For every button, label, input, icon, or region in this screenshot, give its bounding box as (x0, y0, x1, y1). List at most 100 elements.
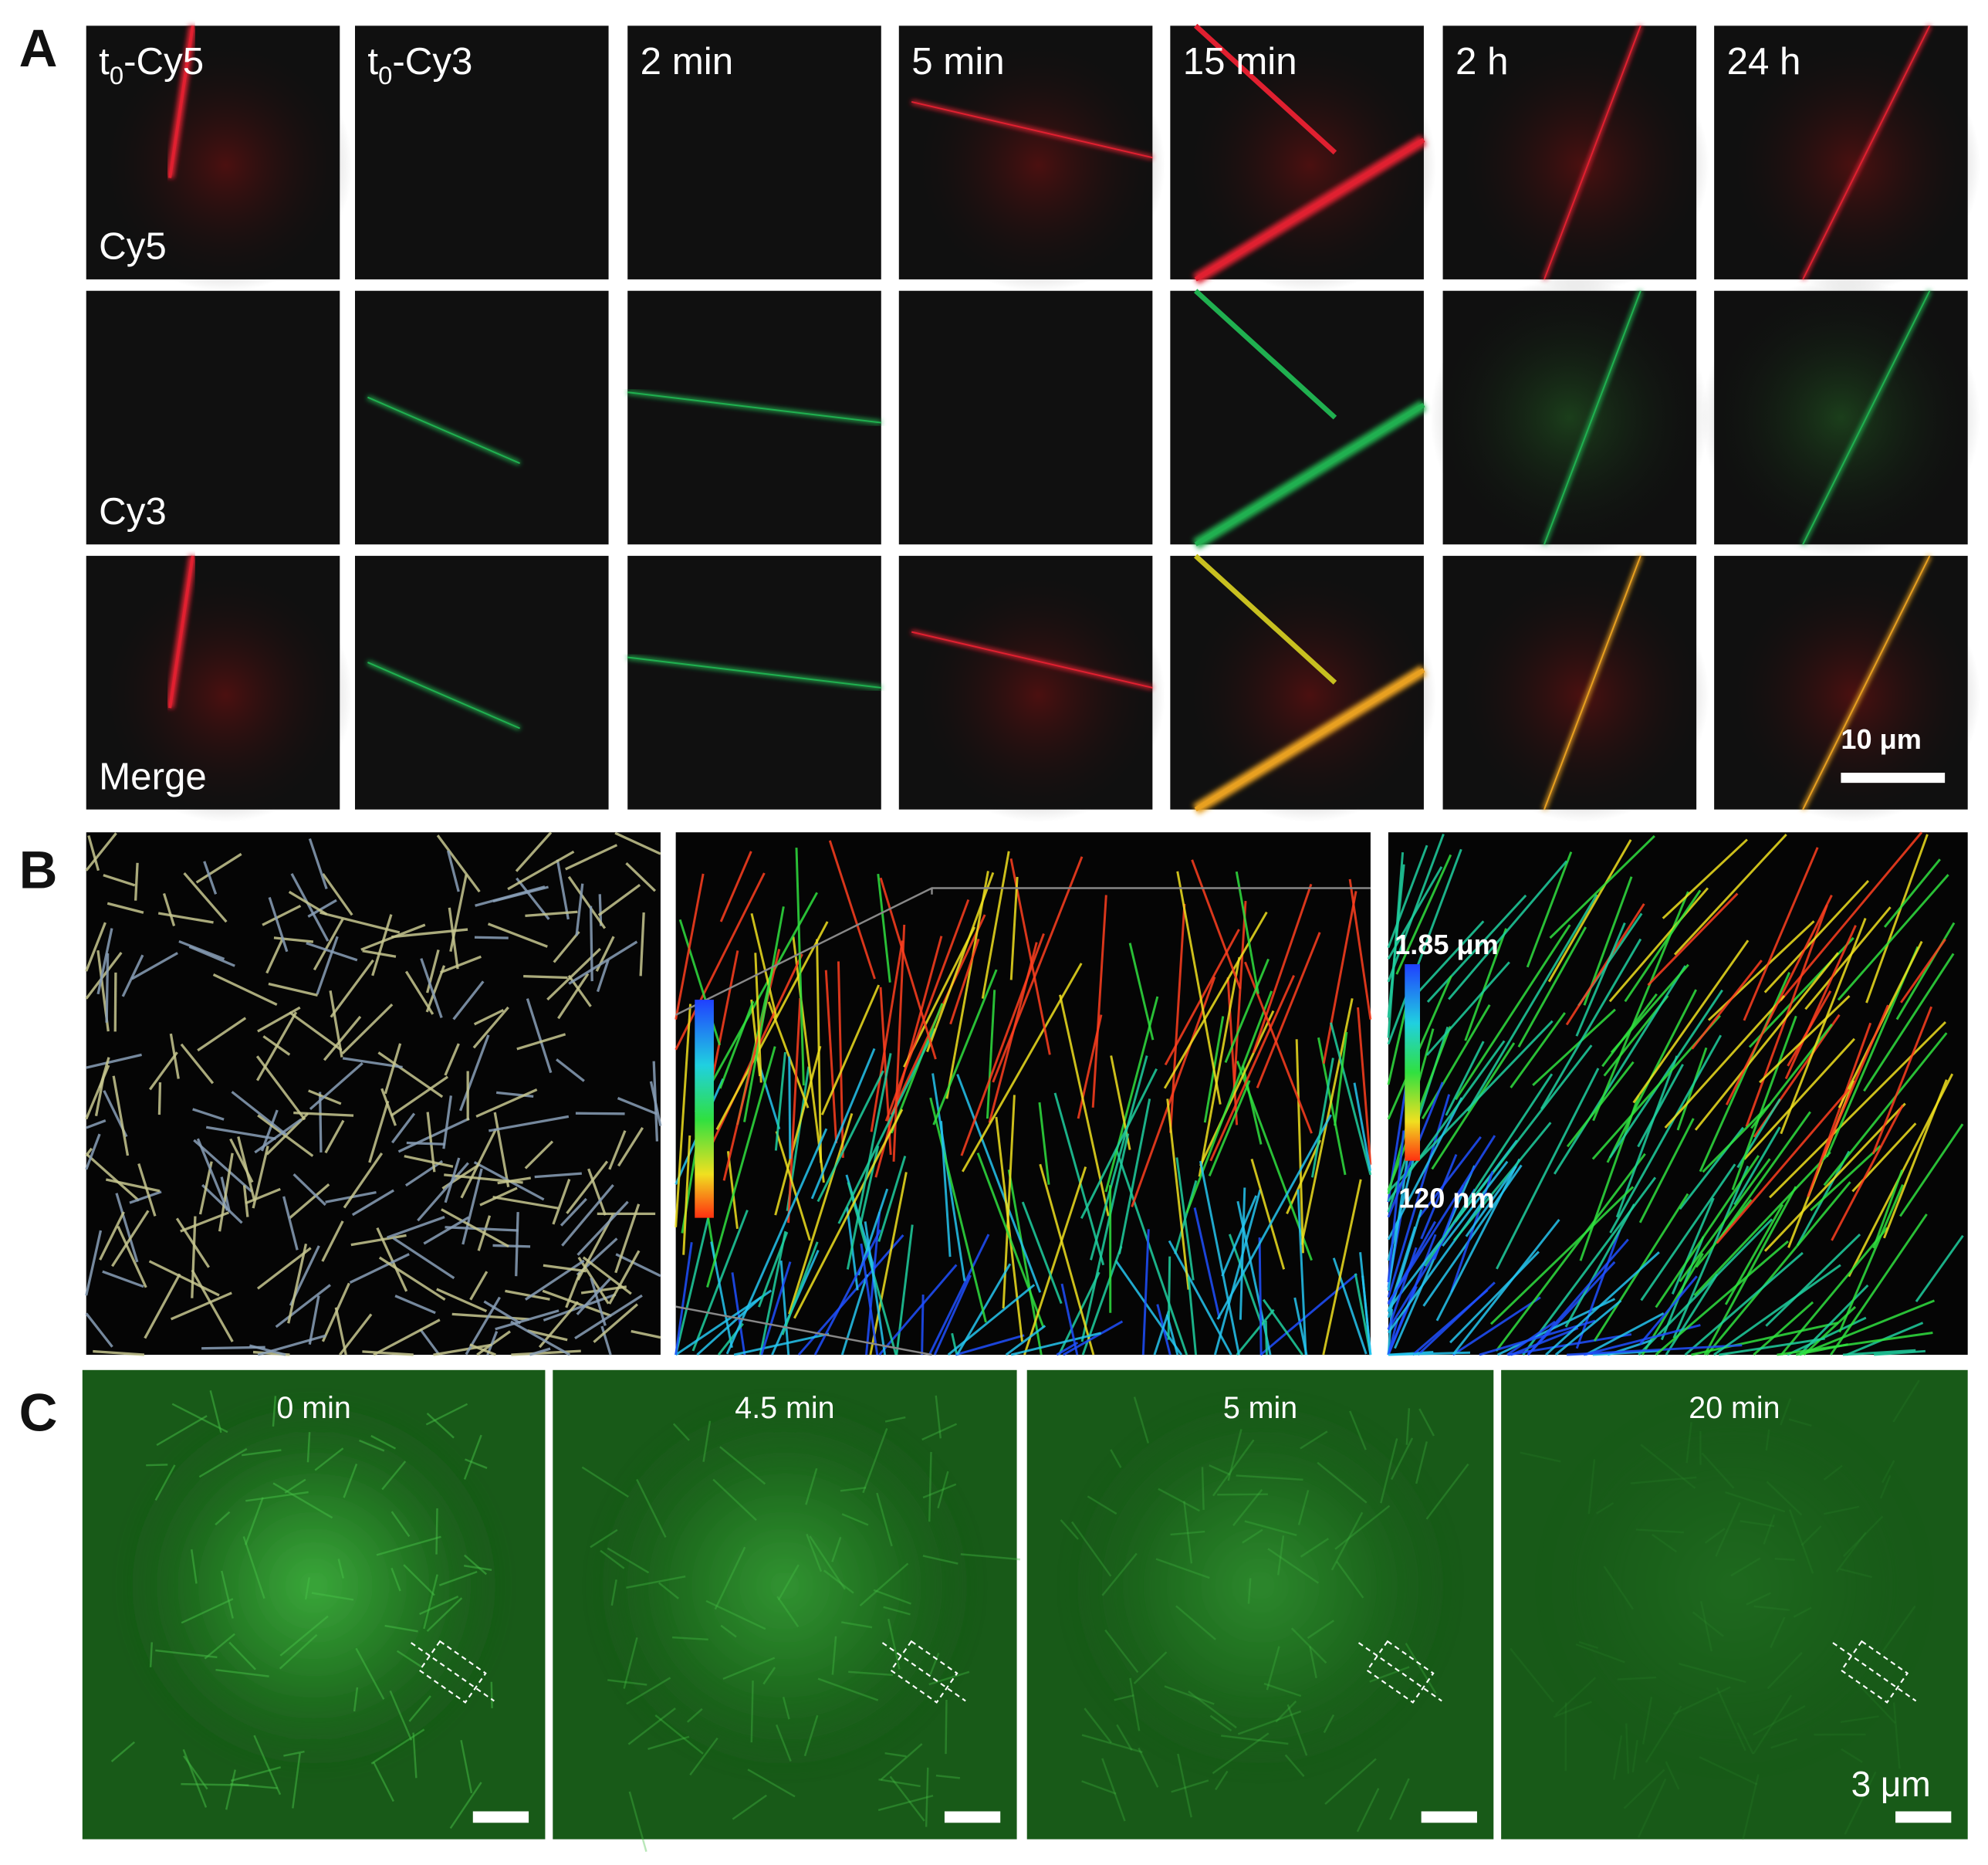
filament (313, 918, 344, 971)
scale-bar (1895, 1811, 1952, 1823)
filament (837, 1028, 936, 1224)
filament (960, 1553, 1020, 1561)
filament (1691, 1322, 1839, 1356)
filament (1023, 1166, 1087, 1356)
filament (1009, 876, 1019, 980)
filament (473, 1008, 505, 1026)
filament (516, 1033, 566, 1051)
filament (726, 1151, 739, 1230)
filament (162, 892, 176, 926)
filament (928, 1234, 990, 1356)
filament (1228, 1234, 1263, 1325)
filament (793, 1109, 904, 1319)
filament (797, 1234, 904, 1356)
filament (1685, 1422, 1692, 1464)
filament (1766, 1481, 1803, 1516)
filament (99, 1211, 125, 1261)
filament (1900, 938, 1946, 1004)
filament (1114, 1260, 1183, 1356)
filament (600, 1549, 625, 1569)
filament (433, 1343, 492, 1356)
filament (1725, 1491, 1786, 1513)
filament (1387, 866, 1443, 960)
colorbar (695, 1000, 714, 1218)
filament (674, 1004, 691, 1227)
filament (394, 1295, 436, 1315)
filament (1175, 1157, 1195, 1281)
filament (370, 1434, 397, 1450)
filament (647, 1735, 690, 1751)
filament (1091, 895, 1107, 1108)
filament (1418, 1408, 1435, 1437)
filament (279, 1633, 318, 1670)
filament (316, 936, 339, 995)
filament (442, 1095, 453, 1149)
filament (1545, 1251, 1660, 1356)
filament (1716, 1687, 1746, 1752)
filament (816, 1070, 884, 1203)
filament (876, 1492, 893, 1547)
filament (840, 1274, 869, 1356)
filament (577, 1256, 610, 1305)
filament (1780, 831, 1923, 1002)
filament (1104, 1629, 1139, 1674)
filament (1330, 1022, 1372, 1176)
column-label: 24 h (1727, 40, 1801, 83)
filament (146, 1464, 168, 1467)
filament (292, 1753, 301, 1809)
filament (1730, 1557, 1761, 1577)
filament (1185, 990, 1273, 1214)
filament (1387, 1040, 1506, 1202)
filament (1387, 1094, 1451, 1298)
filament (1275, 1701, 1297, 1723)
filament (1655, 1155, 1760, 1308)
filament (391, 1112, 416, 1144)
filament (1554, 1299, 1622, 1356)
filament (759, 1230, 787, 1356)
scale-bar-label: 3 μm (1851, 1764, 1931, 1804)
filament (1547, 839, 1632, 983)
glow (1182, 38, 1437, 293)
filament (386, 1216, 445, 1239)
filament (1608, 989, 1723, 1159)
filament (384, 1624, 418, 1633)
filament (237, 1136, 256, 1201)
micrograph (1388, 832, 1968, 1356)
filament (1579, 1095, 1640, 1261)
filament (1258, 1237, 1263, 1356)
filament (1770, 1616, 1786, 1649)
filament (497, 1176, 532, 1185)
filament (884, 1752, 907, 1758)
filament (1879, 1474, 1892, 1499)
scale-bar (1421, 1811, 1477, 1823)
filament (884, 899, 970, 1122)
filament (1213, 1189, 1262, 1356)
filament (376, 1227, 408, 1292)
filament (489, 1115, 570, 1132)
filament (809, 1535, 846, 1590)
filament (718, 1000, 755, 1089)
filament (1353, 1082, 1372, 1171)
filament (608, 1130, 627, 1170)
filament (1610, 963, 1689, 1054)
filament (417, 1162, 469, 1222)
filament (1445, 1041, 1485, 1116)
filament (1624, 889, 1702, 1003)
filament (949, 938, 980, 1025)
filament (1087, 1495, 1117, 1515)
filament (955, 1334, 1025, 1356)
filament (525, 1259, 585, 1301)
filament (1164, 1685, 1215, 1705)
filament (1632, 939, 1750, 1104)
filament (441, 1208, 509, 1248)
filament (1209, 1714, 1232, 1732)
filament (465, 1458, 488, 1469)
filament (1286, 1139, 1321, 1215)
filament (111, 1210, 150, 1268)
filament (1784, 925, 1857, 1080)
filament (1615, 1055, 1679, 1218)
filament (110, 1741, 136, 1762)
filament (981, 851, 1010, 999)
filament (1780, 1398, 1792, 1426)
filament (1232, 901, 1247, 1094)
